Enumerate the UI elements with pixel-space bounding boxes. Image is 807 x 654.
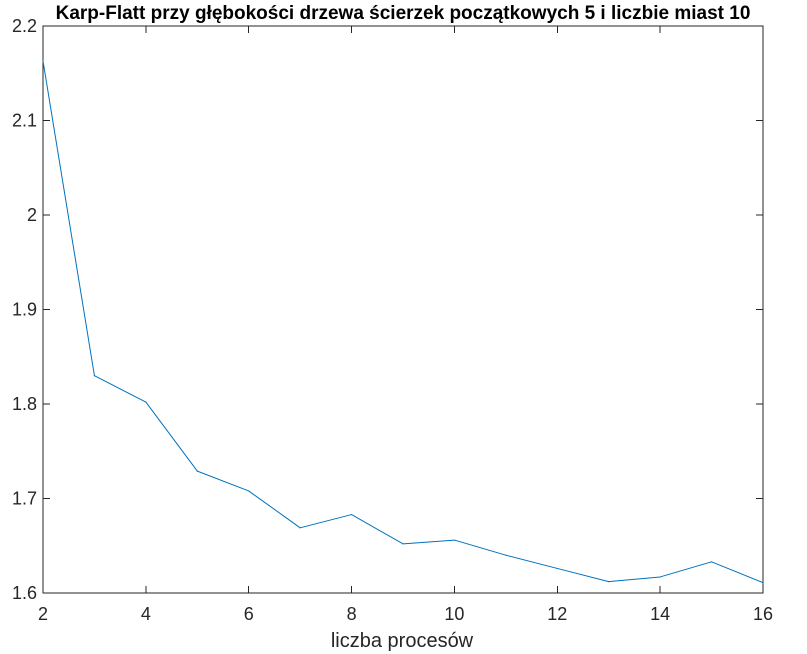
x-tick-label: 6: [244, 604, 254, 624]
data-point: [608, 581, 610, 583]
y-tick-label: 2.1: [12, 111, 37, 131]
x-axis-ticks: 2 4 6 8 10 12 14 16: [38, 26, 773, 624]
series-layer: [42, 60, 764, 584]
data-point: [710, 561, 713, 563]
data-point: [659, 576, 661, 578]
data-point: [402, 543, 404, 545]
data-point: [42, 60, 44, 62]
x-tick-label: 12: [547, 604, 567, 624]
data-point: [145, 401, 147, 403]
data-point: [299, 527, 301, 529]
data-point: [453, 539, 456, 541]
y-axis-ticks: 1.6 1.7 1.8 1.9 2 2.1 2.2: [12, 16, 763, 603]
x-tick-label: 2: [38, 604, 48, 624]
y-tick-label: 1.8: [12, 394, 37, 414]
y-tick-label: 1.9: [12, 300, 37, 320]
x-axis-label: liczba procesów: [331, 630, 474, 652]
axes-box: [42, 25, 764, 594]
x-tick-label: 16: [753, 604, 773, 624]
plot-area-frame: [42, 25, 764, 594]
x-tick-label: 8: [347, 604, 357, 624]
x-tick-label: 4: [141, 604, 151, 624]
data-point: [350, 513, 353, 516]
y-tick-label: 2.2: [12, 16, 37, 36]
chart-title: Karp-Flatt przy głębokości drzewa ścierz…: [56, 3, 751, 24]
y-tick-label: 1.7: [12, 489, 37, 509]
data-point: [505, 554, 507, 556]
y-tick-label: 1.6: [12, 583, 37, 603]
x-tick-label: 10: [444, 604, 464, 624]
data-point: [248, 490, 250, 492]
x-tick-label: 14: [650, 604, 670, 624]
data-point: [762, 582, 764, 584]
data-point: [556, 567, 558, 570]
data-point: [93, 375, 96, 377]
y-tick-label: 2: [27, 205, 37, 225]
data-point: [196, 470, 198, 472]
